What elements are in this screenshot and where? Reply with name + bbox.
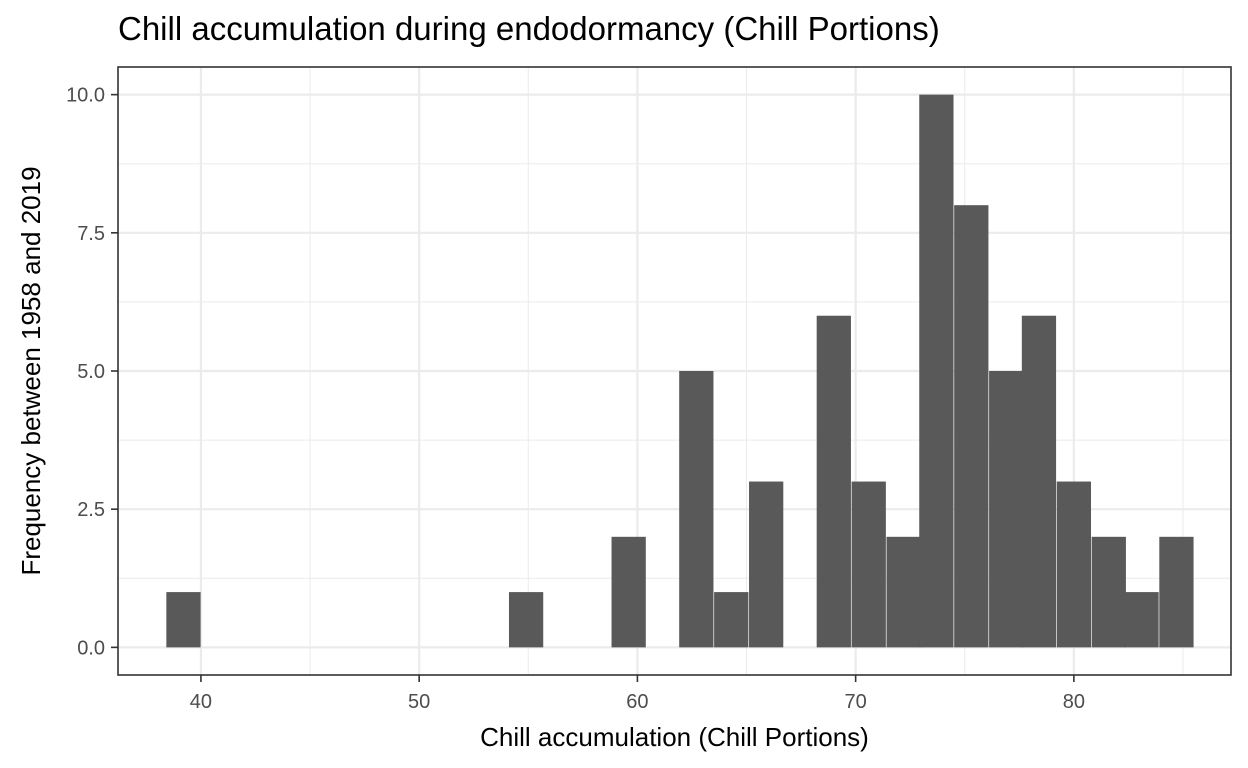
histogram-bar [1091,536,1126,648]
histogram-bar [919,94,954,648]
histogram-bar [1021,315,1057,648]
histogram-bar [816,315,851,648]
histogram-bar [166,592,201,648]
histogram-bar [989,371,1024,648]
x-tick-label: 80 [1063,691,1085,713]
x-tick-label: 50 [408,691,430,713]
histogram-bar [886,536,921,648]
y-axis-title: Frequency between 1958 and 2019 [16,166,46,575]
histogram-bar [611,536,646,648]
histogram-bar [954,205,989,648]
grid-lines [118,67,1231,675]
histogram-bar [851,481,886,648]
x-axis-title: Chill accumulation (Chill Portions) [480,722,869,752]
chart-title: Chill accumulation during endodormancy (… [118,10,940,47]
x-tick-label: 70 [845,691,867,713]
histogram-bars [166,94,1194,648]
y-tick-label: 10.0 [66,85,105,107]
histogram-bar [508,592,544,648]
histogram-bar [749,481,784,648]
y-tick-label: 2.5 [77,499,105,521]
histogram-bar [1056,481,1092,648]
histogram-bar [714,592,749,648]
y-tick-label: 5.0 [77,361,105,383]
axis-ticks: 40 50 60 70 80 0.0 2.5 5.0 7.5 10.0 [66,85,1085,713]
histogram-bar [1159,536,1194,648]
histogram-bar [679,371,714,648]
y-tick-label: 0.0 [77,637,105,659]
x-tick-label: 40 [190,691,212,713]
x-tick-label: 60 [626,691,648,713]
histogram-bar [1124,592,1159,648]
y-tick-label: 7.5 [77,223,105,245]
